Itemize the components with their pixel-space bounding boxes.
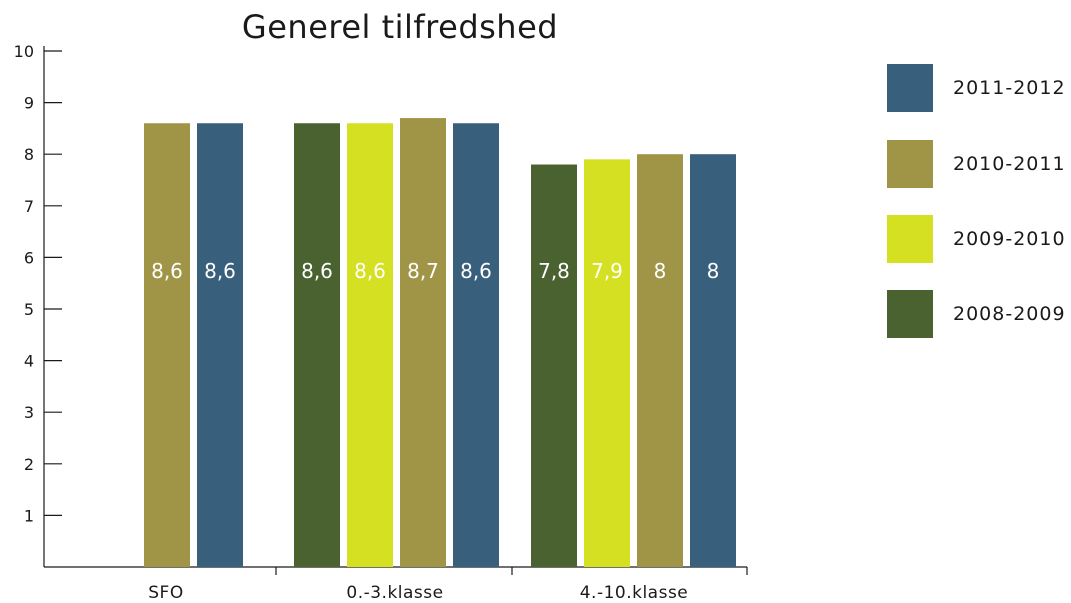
bar [690,154,736,567]
y-tick-label: 4 [24,352,34,371]
bar-value-label: 8,6 [460,259,492,283]
legend-swatch-2010-2011 [887,140,933,188]
y-tick-label: 1 [24,506,34,525]
bar [584,159,630,568]
bar-value-label: 8 [707,259,720,283]
y-tick-label: 2 [24,455,34,474]
bar [453,123,499,568]
bar-value-label: 7,9 [591,259,623,283]
legend-label-2009-2010: 2009-2010 [953,228,1066,250]
y-tick-label: 3 [24,403,34,422]
legend-swatch-2008-2009 [887,290,933,338]
bar [144,123,190,568]
legend-swatch-2011-2012 [887,64,933,112]
y-tick-label: 5 [24,300,34,319]
chart-title: Generel tilfredshed [241,8,559,46]
bar-value-label: 8,6 [204,259,236,283]
bar-value-label: 8,6 [301,259,333,283]
bar [400,118,446,567]
legend-item-2010-2011: 2010-2011 [887,140,1071,188]
bar [637,154,683,567]
bar-value-label: 8,6 [151,259,183,283]
bar [531,164,577,567]
bar-value-label: 8,7 [407,259,439,283]
legend-swatch-2009-2010 [887,215,933,263]
bar-value-label: 7,8 [538,259,570,283]
bar-value-label: 8 [654,259,667,283]
bar-value-label: 8,6 [354,259,386,283]
y-tick-label: 6 [24,248,34,267]
y-tick-label: 8 [24,145,34,164]
bar [197,123,243,568]
legend-label-2011-2012: 2011-2012 [953,77,1066,99]
y-tick-label: 7 [24,197,34,216]
legend-item-2008-2009: 2008-2009 [887,290,1071,338]
legend-label-2008-2009: 2008-2009 [953,303,1066,325]
x-category-label: SFO [148,583,183,603]
bar [347,123,393,568]
legend-item-2009-2010: 2009-2010 [887,215,1071,263]
y-tick-label: 9 [24,94,34,113]
x-category-label: 4.-10.klasse [580,583,689,603]
y-tick-label: 10 [14,42,34,61]
x-category-label: 0.-3.klasse [346,583,443,603]
legend-label-2010-2011: 2010-2011 [953,153,1066,175]
bar [294,123,340,568]
legend-item-2011-2012: 2011-2012 [887,64,1071,112]
